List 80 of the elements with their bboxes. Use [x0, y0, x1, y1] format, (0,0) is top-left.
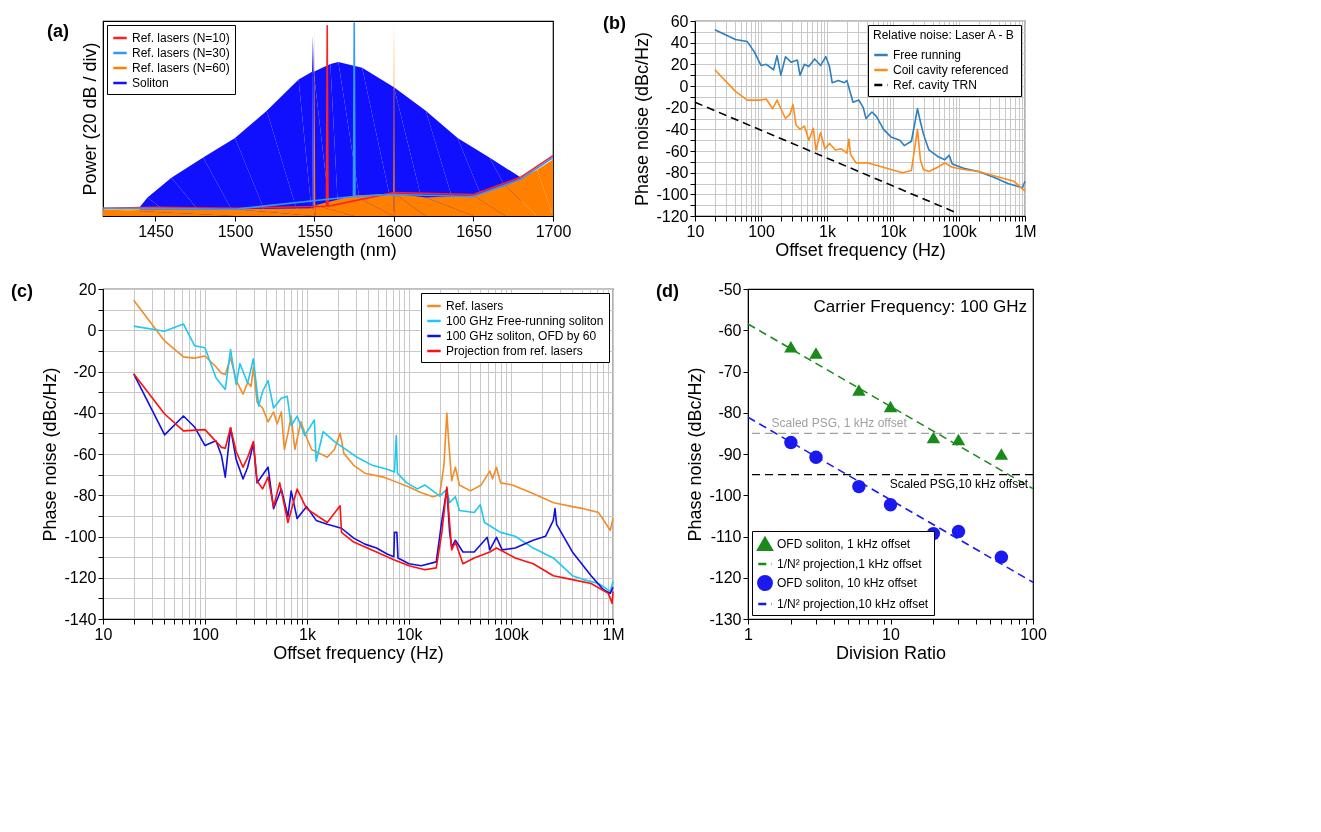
ref-line-label: Scaled PSG,10 kHz offset [889, 476, 1029, 491]
y-tick-label: -50 [718, 280, 742, 298]
x-axis-title: Wavelength (nm) [260, 239, 397, 260]
y-axis-title: Power (20 dB / div) [79, 42, 100, 196]
legend-label: Ref. lasers (N=30) [132, 46, 230, 60]
y-axis-title: Phase noise (dBc/Hz) [40, 367, 61, 542]
y-tick-label: -60 [718, 321, 742, 339]
legend-label: OFD soliton, 10 kHz offset [777, 576, 918, 590]
legend-title: Relative noise: Laser A - B [873, 28, 1014, 42]
y-tick-label: -80 [73, 486, 97, 504]
legend-label: OFD soliton, 1 kHz offset [777, 537, 911, 551]
y-tick-label: -20 [665, 99, 689, 117]
y-tick-label: -100 [709, 486, 742, 504]
x-tick-label: 1700 [535, 222, 572, 240]
y-tick-label: -100 [656, 185, 689, 203]
y-tick-label: -40 [665, 120, 689, 138]
legend-label: 1/N² projection,10 kHz offset [777, 597, 929, 611]
y-tick-label: -80 [718, 404, 742, 422]
legend-label: Ref. lasers (N=10) [132, 31, 230, 45]
legend-label: Ref. cavity TRN [893, 78, 977, 92]
chart-title: (d) [656, 281, 679, 301]
chart-title: (c) [11, 281, 33, 301]
legend-label: 100 GHz soliton, OFD by 60 [446, 329, 597, 343]
legend-label: Projection from ref. lasers [446, 344, 583, 358]
x-tick-label: 1650 [456, 222, 492, 240]
x-tick-label: 10k [880, 222, 908, 240]
legend-label: Ref. lasers [446, 299, 504, 313]
y-tick-label: -70 [718, 363, 742, 380]
x-tick-label: 1k [299, 625, 317, 643]
y-tick-label: -120 [709, 569, 742, 587]
x-tick-label: 100 [748, 222, 775, 240]
y-tick-label: 20 [78, 280, 97, 298]
legend-label: 100 GHz Free-running soliton [446, 314, 604, 328]
x-tick-label: 1450 [138, 222, 174, 240]
x-tick-label: 10 [882, 625, 900, 643]
x-tick-label: 1k [819, 222, 837, 240]
x-tick-label: 100 [192, 625, 219, 643]
x-axis-title: Offset frequency (Hz) [273, 642, 444, 663]
y-tick-label: -140 [64, 610, 97, 628]
y-tick-label: 0 [679, 77, 689, 95]
y-tick-label: -90 [718, 445, 742, 463]
x-tick-label: 1550 [297, 222, 333, 240]
x-tick-label: 10 [94, 625, 113, 643]
y-tick-label: -130 [709, 610, 742, 628]
x-axis-title: Offset frequency (Hz) [775, 239, 946, 260]
x-tick-label: 100k [942, 222, 978, 240]
y-tick-label: 20 [670, 55, 689, 73]
y-tick-label: -60 [73, 445, 97, 463]
legend-label: Coil cavity referenced [893, 63, 1009, 77]
y-tick-label: -100 [64, 528, 97, 545]
y-axis-title: Phase noise (dBc/Hz) [632, 31, 653, 207]
chart-title: (a) [47, 21, 69, 41]
legend-label: Ref. lasers (N=60) [132, 61, 230, 75]
y-tick-label: -60 [665, 142, 689, 160]
y-tick-label: 40 [670, 34, 689, 52]
y-tick-label: -20 [73, 363, 97, 380]
x-tick-label: 1600 [376, 222, 413, 240]
legend-label: Soliton [132, 76, 169, 90]
legend-label: Free running [893, 48, 962, 62]
y-tick-label: -120 [656, 207, 689, 225]
ref-line-label: Scaled PSG, 1 kHz offset [771, 416, 908, 431]
annotation: Carrier Frequency: 100 GHz [813, 297, 1027, 316]
y-tick-label: -110 [710, 528, 742, 545]
x-tick-label: 1500 [217, 222, 254, 240]
x-tick-label: 100k [494, 625, 530, 643]
x-tick-label: 1M [602, 625, 625, 643]
x-tick-label: 10 [686, 222, 705, 240]
chart-title: (b) [603, 13, 626, 33]
y-tick-label: 60 [670, 12, 689, 30]
y-tick-label: -120 [64, 569, 97, 587]
x-axis-title: Division Ratio [835, 642, 947, 663]
y-tick-label: 0 [87, 321, 97, 339]
y-axis-title: Phase noise (dBc/Hz) [685, 367, 706, 542]
y-tick-label: -80 [665, 164, 689, 182]
legend-label: 1/N² projection,1 kHz offset [777, 557, 923, 571]
x-tick-label: 100 [1020, 625, 1047, 643]
y-tick-label: -40 [73, 404, 97, 422]
x-tick-label: 10k [396, 625, 424, 643]
x-tick-label: 1M [1014, 222, 1037, 240]
x-tick-label: 1 [744, 625, 754, 643]
